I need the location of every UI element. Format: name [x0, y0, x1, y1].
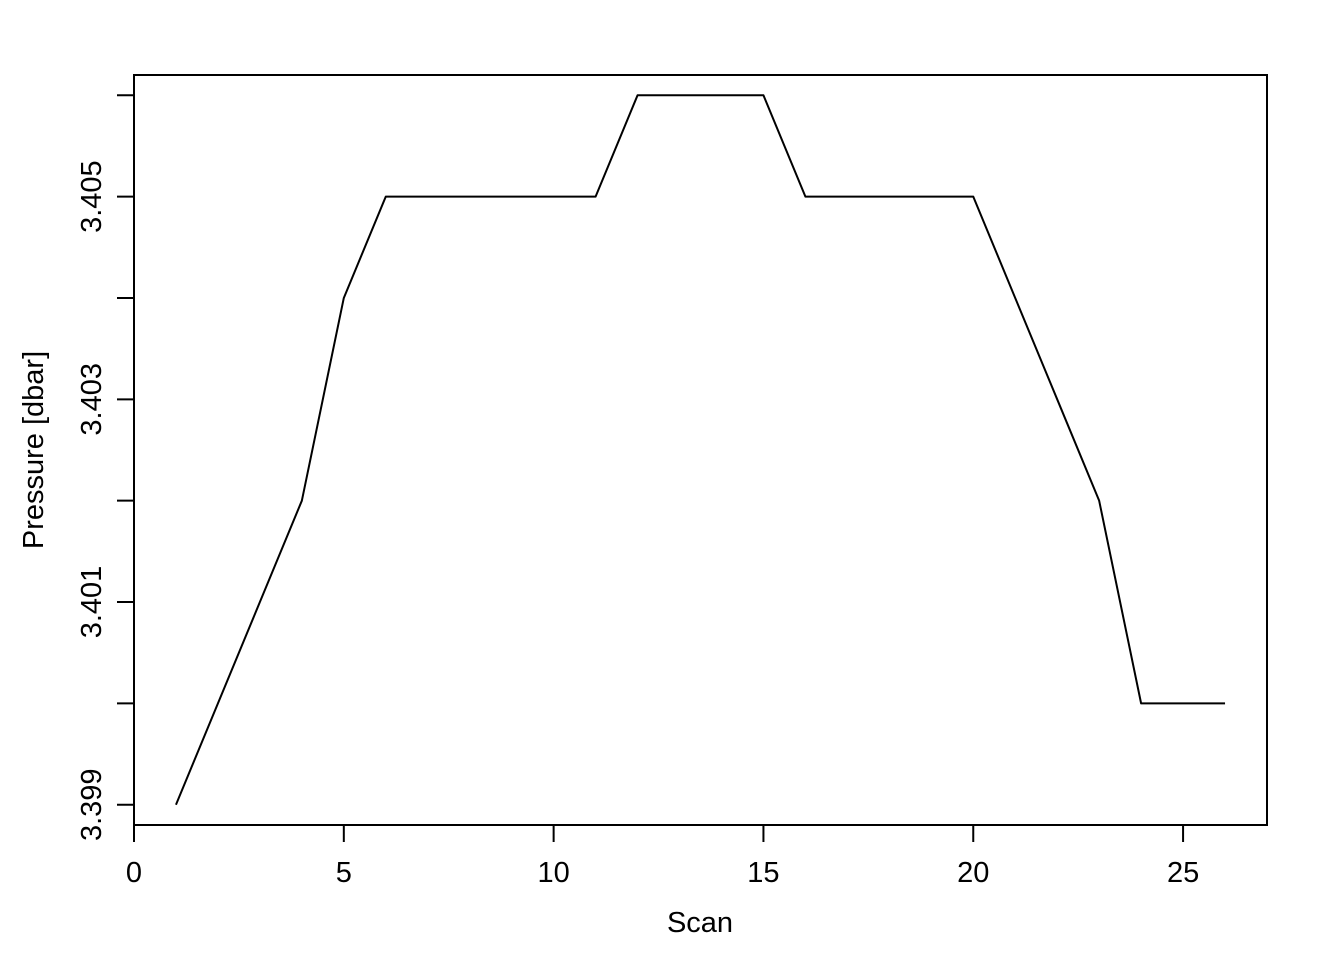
x-axis: 0 5 10 15 20 25: [126, 824, 1199, 889]
x-tick-label: 5: [336, 857, 352, 889]
y-axis-title: Pressure [dbar]: [18, 351, 50, 549]
series-layer: [175, 94, 1226, 806]
x-tick-label: 0: [126, 857, 142, 889]
y-tick-label: 3.401: [76, 566, 108, 639]
y-tick-label: 3.399: [76, 768, 108, 841]
series-line: [175, 94, 1226, 806]
x-axis-title: Scan: [667, 907, 733, 939]
x-tick-label: 20: [957, 857, 989, 889]
x-tick-label: 15: [747, 857, 779, 889]
plot-frame: [133, 74, 1268, 826]
x-tick-label: 10: [537, 857, 569, 889]
x-tick-label: 25: [1167, 857, 1199, 889]
y-tick-label: 3.405: [76, 160, 108, 233]
y-tick-label: 3.403: [76, 363, 108, 436]
y-axis: 3.399 3.401 3.403 3.405: [76, 94, 135, 841]
